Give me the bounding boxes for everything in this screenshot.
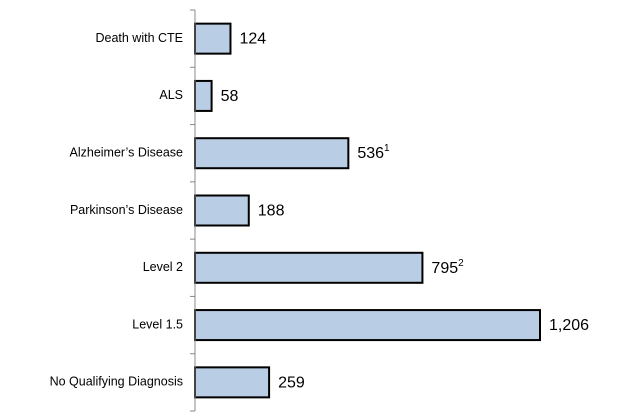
footnote-marker: 1: [384, 143, 390, 154]
value-text: 536: [357, 145, 384, 162]
bar: [194, 366, 271, 399]
category-label: ALS: [159, 88, 183, 102]
category-label: Parkinson’s Disease: [70, 203, 183, 217]
bar: [194, 194, 250, 227]
bar: [194, 309, 541, 342]
value-text: 795: [431, 260, 458, 277]
value-text: 58: [221, 88, 239, 105]
bar: [194, 137, 350, 170]
bar: [194, 22, 232, 55]
value-text: 188: [258, 203, 285, 220]
value-label: 259: [278, 375, 305, 392]
value-label: 188: [258, 203, 285, 220]
category-label: Level 2: [143, 260, 183, 274]
value-label: 1,206: [549, 317, 589, 334]
value-text: 1,206: [549, 317, 589, 334]
value-label: 7952: [431, 257, 464, 277]
value-label: 5361: [357, 143, 390, 163]
bar: [194, 79, 213, 112]
footnote-marker: 2: [458, 257, 464, 268]
value-label: 58: [221, 88, 239, 105]
category-label: No Qualifying Diagnosis: [50, 375, 183, 389]
value-label: 124: [239, 31, 266, 48]
value-text: 124: [239, 31, 266, 48]
category-label: Alzheimer’s Disease: [70, 146, 184, 160]
bar: [194, 251, 424, 284]
value-text: 259: [278, 375, 305, 392]
category-label: Level 1.5: [132, 317, 183, 331]
category-label: Death with CTE: [95, 31, 183, 45]
